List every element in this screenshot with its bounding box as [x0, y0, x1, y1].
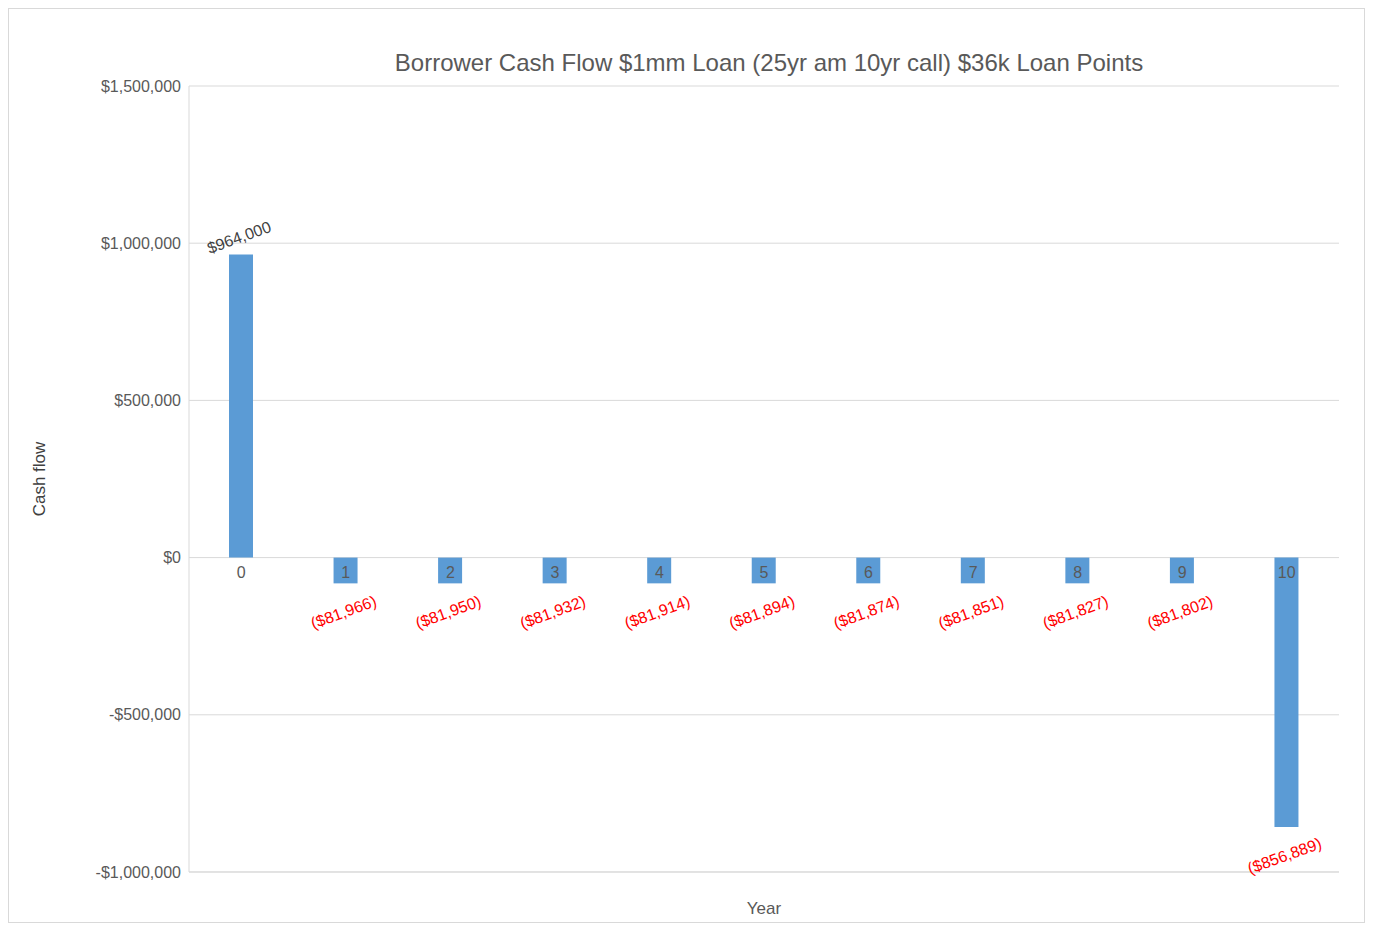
svg-text:$1,000,000: $1,000,000 — [101, 235, 181, 252]
svg-text:($81,966): ($81,966) — [309, 593, 379, 632]
svg-text:($81,932): ($81,932) — [518, 592, 588, 631]
svg-text:8: 8 — [1073, 564, 1082, 581]
svg-text:($81,827): ($81,827) — [1040, 592, 1110, 631]
svg-text:($81,950): ($81,950) — [413, 592, 483, 631]
svg-text:-$500,000: -$500,000 — [109, 706, 181, 723]
svg-text:2: 2 — [446, 564, 455, 581]
svg-text:10: 10 — [1278, 564, 1296, 581]
svg-text:($81,851): ($81,851) — [936, 592, 1006, 631]
svg-text:$0: $0 — [163, 549, 181, 566]
svg-text:Year: Year — [747, 899, 782, 918]
svg-text:1: 1 — [341, 564, 350, 581]
svg-text:$500,000: $500,000 — [114, 392, 181, 409]
svg-text:$964,000: $964,000 — [205, 218, 274, 257]
svg-text:9: 9 — [1178, 564, 1187, 581]
html-text:Borrower Cash Flow $1mm Loan (: Borrower Cash Flow $1mm Loan (25yr am 10… — [394, 49, 1144, 76]
svg-text:7: 7 — [969, 564, 978, 581]
svg-text:3: 3 — [550, 564, 559, 581]
svg-text:4: 4 — [655, 564, 664, 581]
svg-text:($856,889): ($856,889) — [1245, 835, 1324, 877]
svg-text:-$1,000,000: -$1,000,000 — [96, 864, 182, 881]
svg-text:($81,802): ($81,802) — [1145, 592, 1215, 631]
svg-text:($81,894): ($81,894) — [727, 592, 797, 631]
svg-text:0: 0 — [237, 564, 246, 581]
svg-text:Cash flow: Cash flow — [30, 441, 49, 516]
svg-text:($81,914): ($81,914) — [622, 592, 692, 631]
svg-text:5: 5 — [760, 564, 769, 581]
svg-text:6: 6 — [864, 564, 873, 581]
svg-text:($81,874): ($81,874) — [831, 592, 901, 631]
svg-text:$1,500,000: $1,500,000 — [101, 78, 181, 95]
